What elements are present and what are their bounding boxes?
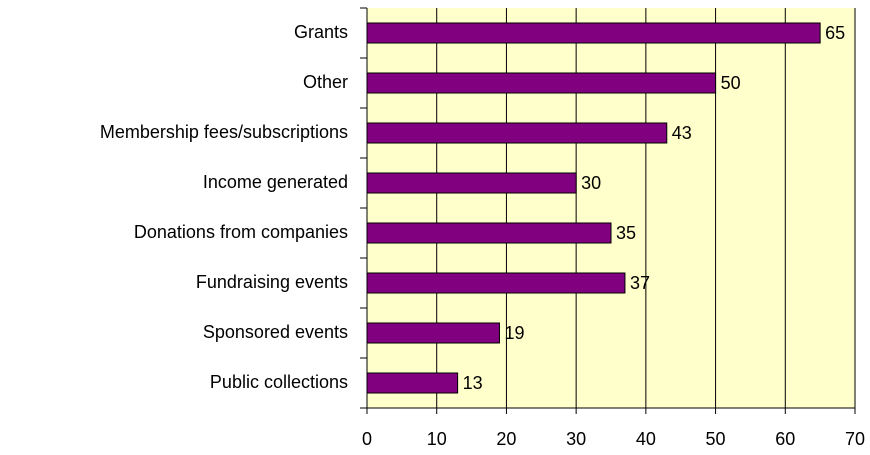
y-tick-label: Grants [294, 22, 348, 42]
bar [366, 322, 500, 344]
x-tick-label: 40 [636, 429, 656, 449]
data-label: 13 [463, 373, 483, 393]
data-label: 37 [630, 273, 650, 293]
x-tick-label: 0 [362, 429, 372, 449]
bar [366, 222, 612, 244]
bar [366, 72, 717, 94]
bar [366, 22, 821, 44]
x-tick-label: 30 [566, 429, 586, 449]
x-tick-label: 70 [845, 429, 865, 449]
x-tick-label: 10 [427, 429, 447, 449]
data-label: 65 [825, 23, 845, 43]
bar [366, 172, 577, 194]
x-tick-label: 60 [775, 429, 795, 449]
y-tick-label: Membership fees/subscriptions [100, 122, 348, 142]
x-tick-label: 50 [706, 429, 726, 449]
data-label: 19 [504, 323, 524, 343]
data-label: 50 [721, 73, 741, 93]
bar [366, 272, 626, 294]
plot-area [367, 8, 855, 408]
y-tick-label: Public collections [210, 372, 348, 392]
bar [366, 122, 668, 144]
y-tick-label: Donations from companies [134, 222, 348, 242]
y-tick-label: Income generated [203, 172, 348, 192]
bar [366, 372, 459, 394]
data-label: 30 [581, 173, 601, 193]
x-tick-label: 20 [496, 429, 516, 449]
y-tick-label: Fundraising events [196, 272, 348, 292]
data-label: 43 [672, 123, 692, 143]
y-tick-label: Sponsored events [203, 322, 348, 342]
data-label: 35 [616, 223, 636, 243]
y-tick-label: Other [303, 72, 348, 92]
